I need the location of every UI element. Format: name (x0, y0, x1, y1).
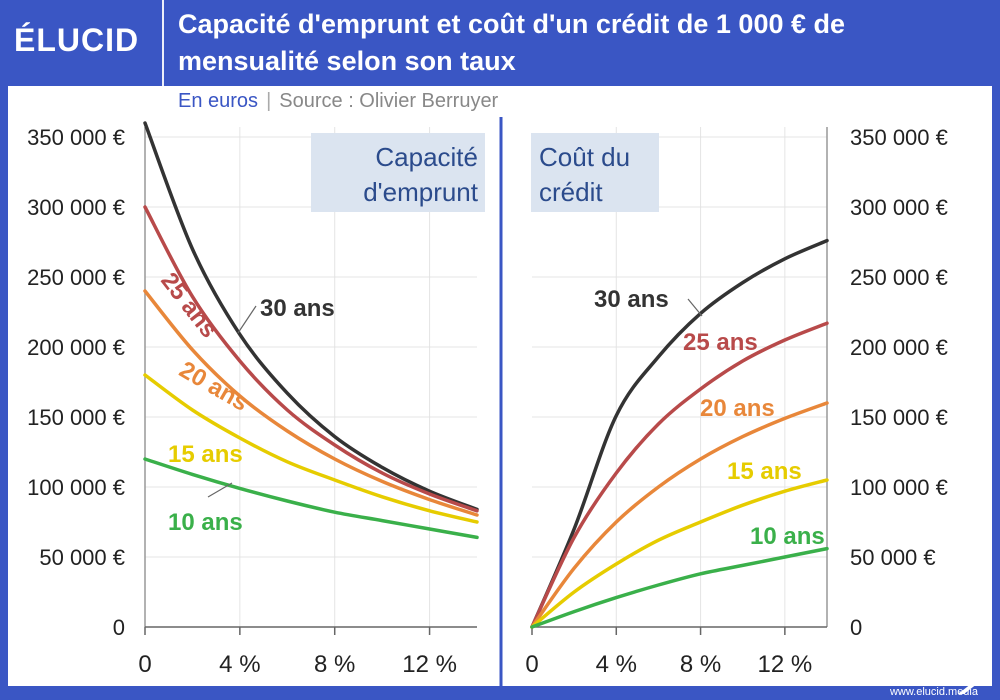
y-tick-label: 250 000 € (27, 265, 125, 290)
footer-mark-icon (958, 680, 982, 694)
unit-label: En euros (178, 90, 259, 112)
brand-logo: ÉLUCID (14, 22, 140, 58)
series-label-30-ans: 30 ans (260, 295, 335, 322)
series-line-25-ans (530, 321, 829, 629)
y-tick-label: 50 000 € (39, 545, 125, 570)
series-label-10-ans: 10 ans (750, 523, 825, 550)
y-tick-label: 150 000 € (850, 405, 948, 430)
label-leader-line (687, 298, 703, 317)
series-label-25-ans: 25 ans (683, 329, 758, 356)
x-tick-label: 8 % (680, 651, 721, 678)
y-tick-label: 100 000 € (27, 475, 125, 500)
chart-2: 0 50 000 € 100 000 € 150 000 € 200 000 € 250 … (525, 125, 948, 678)
x-tick-label: 4 % (219, 651, 260, 678)
series-line-15-ans (143, 373, 479, 524)
y-tick-label: 200 000 € (850, 335, 948, 360)
chart-title-box (311, 133, 485, 212)
series-label-20-ans: 20 ans (700, 395, 775, 422)
series-line-30-ans (530, 238, 829, 629)
y-tick-label: 50 000 € (850, 545, 936, 570)
page-title: Capacité d'emprunt et coût d'un crédit d… (178, 9, 845, 76)
y-tick-label: 200 000 € (27, 335, 125, 360)
series-label-25-ans: 25 ans (155, 268, 222, 344)
series-line-10-ans (530, 546, 829, 629)
series-line-20-ans (530, 401, 829, 629)
x-tick-label: 12 % (758, 651, 813, 678)
series-line-25-ans (143, 205, 479, 513)
header-divider (162, 0, 164, 86)
x-tick-label: 0 (138, 651, 151, 678)
x-tick-label: 8 % (314, 651, 355, 678)
y-tick-label: 100 000 € (850, 475, 948, 500)
x-tick-label: 12 % (402, 651, 457, 678)
series-line-10-ans (143, 457, 479, 540)
series-label-10-ans: 10 ans (168, 509, 243, 536)
y-tick-label: 150 000 € (27, 405, 125, 430)
y-tick-label: 300 000 € (27, 195, 125, 220)
footer-site[interactable]: www.elucid.media (889, 686, 978, 698)
x-tick-label: 4 % (596, 651, 637, 678)
series-line-20-ans (143, 289, 479, 517)
chart-title-line: Capacité (375, 142, 478, 172)
y-tick-label: 300 000 € (850, 195, 948, 220)
source-label: Source : Olivier Berruyer (279, 90, 499, 112)
subtitle-separator: | (266, 90, 272, 112)
series-line-15-ans (530, 478, 829, 629)
series-line-30-ans (143, 121, 479, 512)
y-tick-label: 350 000 € (850, 125, 948, 150)
chart-title-line: crédit (539, 177, 603, 207)
series-label-30-ans: 30 ans (594, 286, 669, 313)
series-label-15-ans: 15 ans (727, 458, 802, 485)
x-tick-label: 0 (525, 651, 538, 678)
chart-title-line: Coût du (539, 142, 630, 172)
y-tick-label: 250 000 € (850, 265, 948, 290)
label-leader-line (207, 482, 233, 498)
header-bar: ÉLUCID Capacité d'emprunt et coût d'un c… (0, 0, 1000, 86)
label-leader-line (237, 305, 257, 334)
series-label-15-ans: 15 ans (168, 441, 243, 468)
y-tick-label: 0 (113, 615, 125, 640)
chart-subtitle: En euros | Source : Olivier Berruyer (178, 90, 498, 113)
chart-title-line: d'emprunt (363, 177, 479, 207)
y-tick-label: 350 000 € (27, 125, 125, 150)
chart-1: 0 50 000 € 100 000 € 150 000 € 200 000 € 250 … (27, 121, 485, 678)
chart-title-box (531, 133, 659, 212)
y-tick-label: 0 (850, 615, 862, 640)
